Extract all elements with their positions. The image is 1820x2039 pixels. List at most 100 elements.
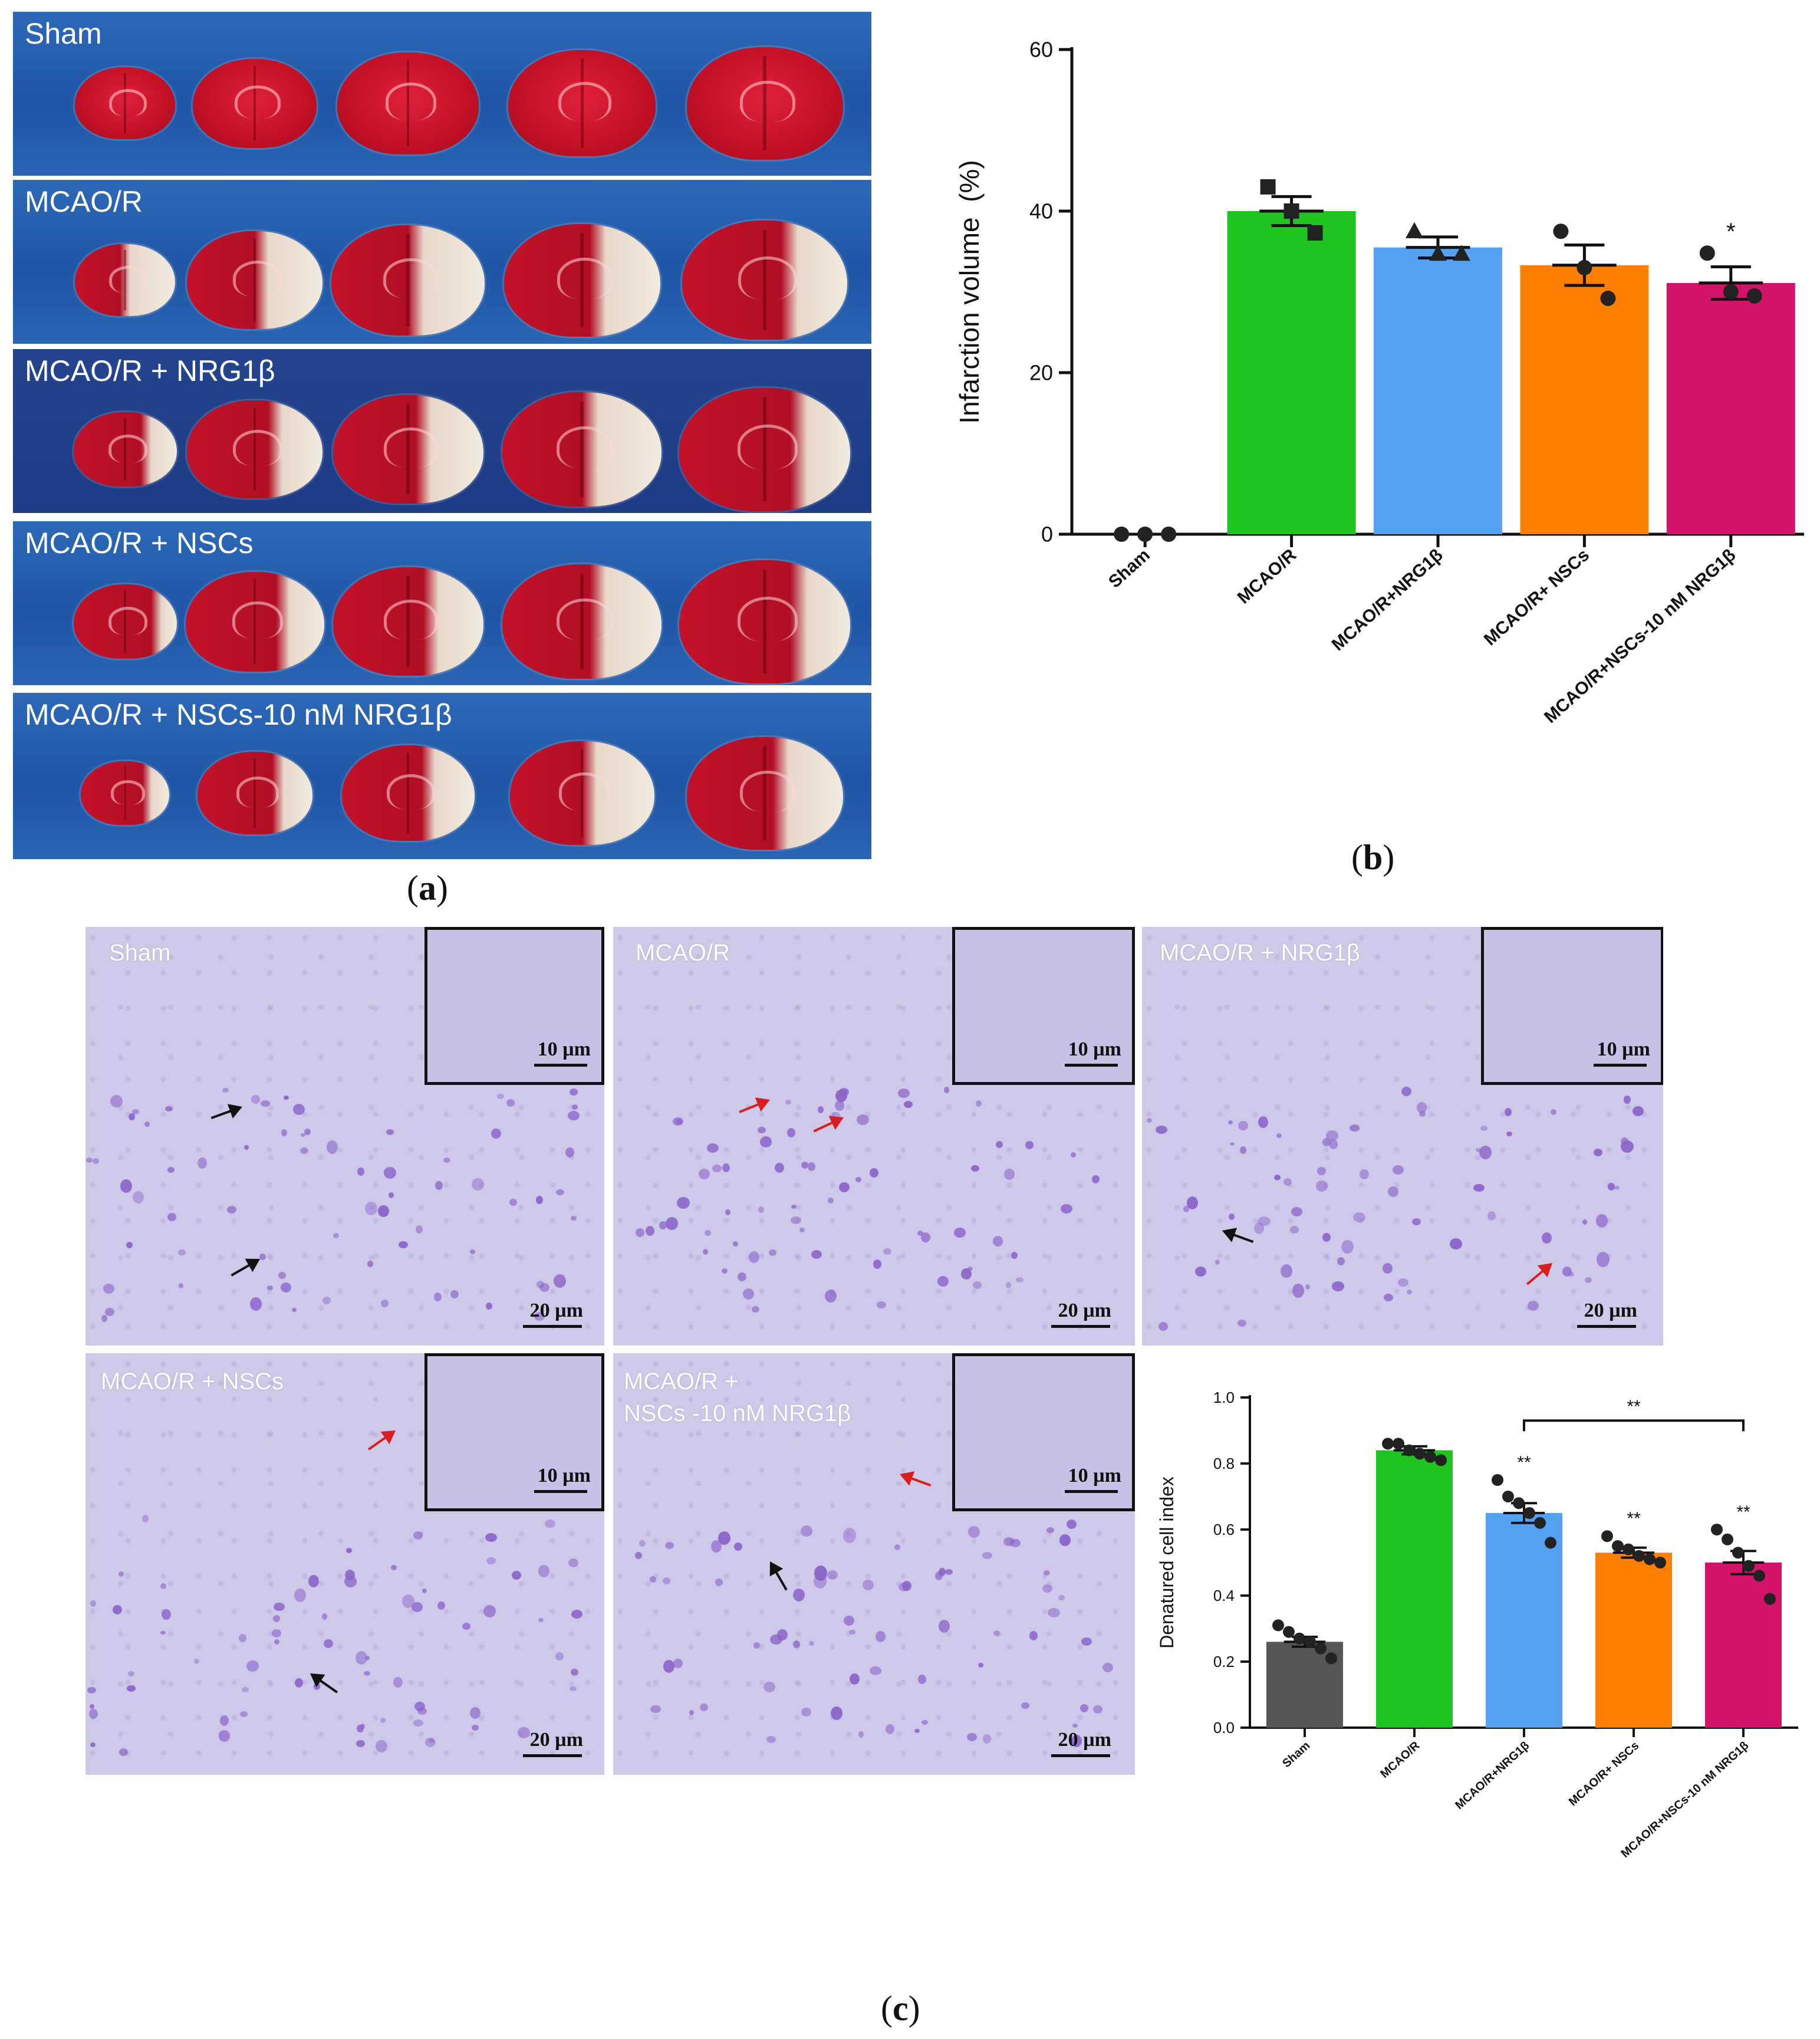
y-tick-label: 0 <box>1041 522 1053 547</box>
stained-cell <box>357 1725 364 1732</box>
brain-slice <box>337 52 479 154</box>
normal-neuron-arrow <box>308 1671 339 1695</box>
stained-cell <box>435 1181 443 1190</box>
panel-label-c: (c) <box>881 1989 920 2028</box>
stained-cell <box>239 1634 246 1642</box>
inset-scale-bar <box>1594 1064 1647 1067</box>
stained-cell <box>483 1605 496 1617</box>
stained-cell <box>967 1733 977 1741</box>
normal-neuron-arrow <box>210 1104 243 1121</box>
normal-neuron-arrow <box>768 1560 789 1591</box>
stained-cell <box>876 1631 886 1642</box>
stained-cell <box>799 1228 805 1232</box>
micrograph-label: MCAO/R + NRG1β <box>1160 940 1360 966</box>
micrograph-inset: 10 µm <box>952 1353 1135 1511</box>
stained-cell <box>961 1268 972 1280</box>
stained-cell <box>982 1552 992 1559</box>
stained-cell <box>944 1087 949 1093</box>
stained-cell <box>1360 1169 1369 1179</box>
stained-cell <box>129 1113 135 1120</box>
x-tick-label: MCAO/R <box>1378 1739 1422 1781</box>
stained-cell <box>356 1651 367 1665</box>
stained-cell <box>734 1543 742 1551</box>
stained-cell <box>127 1685 136 1692</box>
scale-label: 20 µm <box>1584 1300 1637 1321</box>
stained-cell <box>413 1719 423 1726</box>
stained-cell <box>835 1100 844 1111</box>
inset-scale-label: 10 µm <box>537 1038 591 1060</box>
stained-cell <box>863 1580 874 1590</box>
stained-cell <box>1080 1704 1088 1712</box>
micrograph-mcao: MCAO/R 10 µm 20 µm <box>613 927 1135 1346</box>
stained-cell <box>1092 1175 1100 1183</box>
brain-slice <box>509 741 654 845</box>
data-point <box>1553 223 1569 239</box>
data-point <box>1711 1524 1723 1535</box>
stained-cell <box>103 1284 114 1294</box>
stained-cell <box>486 1557 496 1564</box>
stained-cell <box>1633 1106 1644 1116</box>
stained-cell <box>636 1228 644 1237</box>
damaged-neuron-arrow <box>1525 1261 1554 1287</box>
stained-cell <box>1597 1252 1610 1267</box>
stained-cell <box>568 1558 578 1567</box>
stained-cell <box>1316 1180 1328 1192</box>
stained-cell <box>1229 1213 1235 1220</box>
bar <box>1520 265 1649 534</box>
data-point <box>1414 1448 1426 1460</box>
stained-cell <box>1317 1167 1326 1175</box>
stained-cell <box>894 1544 900 1550</box>
stained-cell <box>539 1283 549 1292</box>
data-point <box>1523 1507 1535 1519</box>
stained-cell <box>381 1300 389 1307</box>
stained-cell <box>752 1306 759 1313</box>
stained-cell <box>855 1177 861 1182</box>
brain-slice <box>73 584 177 659</box>
stained-cell <box>1393 1165 1404 1175</box>
stained-cell <box>120 1179 132 1193</box>
stained-cell <box>399 1241 408 1248</box>
stained-cell <box>568 1111 580 1120</box>
micrograph-inset: 10 µm <box>1481 927 1663 1085</box>
stained-cell <box>939 1568 946 1576</box>
stained-cell <box>1061 1204 1072 1213</box>
data-point <box>1272 1619 1284 1632</box>
stained-cell <box>87 1687 96 1693</box>
stained-cell <box>877 1301 886 1308</box>
stained-cell <box>1011 1252 1018 1259</box>
y-tick-label: 60 <box>1029 38 1053 62</box>
stained-cell <box>1228 1120 1233 1124</box>
stained-cell <box>785 1100 791 1104</box>
stained-cell <box>1614 1186 1620 1190</box>
stained-cell <box>327 1140 338 1154</box>
data-point <box>1307 225 1323 241</box>
stained-cell <box>1479 1146 1492 1159</box>
stained-cell <box>870 1666 881 1675</box>
stained-cell <box>384 1167 396 1179</box>
data-point <box>1699 245 1715 261</box>
stained-cell <box>198 1157 207 1169</box>
stained-cell <box>1048 1608 1060 1617</box>
y-tick-label: 0.6 <box>1213 1521 1235 1538</box>
stained-cell <box>1407 1290 1412 1294</box>
stained-cell <box>345 1570 355 1580</box>
x-tick-label: MCAO/R+ NSCs <box>1480 545 1593 650</box>
stained-cell <box>663 1660 674 1673</box>
stained-cell <box>993 1630 1000 1636</box>
stained-cell <box>659 1221 667 1229</box>
stained-cell <box>393 1677 403 1688</box>
stained-cell <box>1542 1232 1552 1244</box>
stained-cell <box>86 1157 93 1163</box>
scale-bar <box>523 1325 582 1328</box>
stained-cell <box>712 1165 722 1172</box>
stained-cell <box>1417 1102 1427 1113</box>
data-point <box>1137 527 1153 542</box>
stained-cell <box>314 1683 320 1690</box>
stained-cell <box>665 1542 674 1549</box>
bar <box>1595 1553 1672 1728</box>
stained-cell <box>119 1571 124 1577</box>
data-point <box>1534 1517 1546 1529</box>
significance-bracket <box>1523 1419 1745 1432</box>
stained-cell <box>1021 1702 1029 1709</box>
scale-label: 20 µm <box>1058 1300 1111 1321</box>
